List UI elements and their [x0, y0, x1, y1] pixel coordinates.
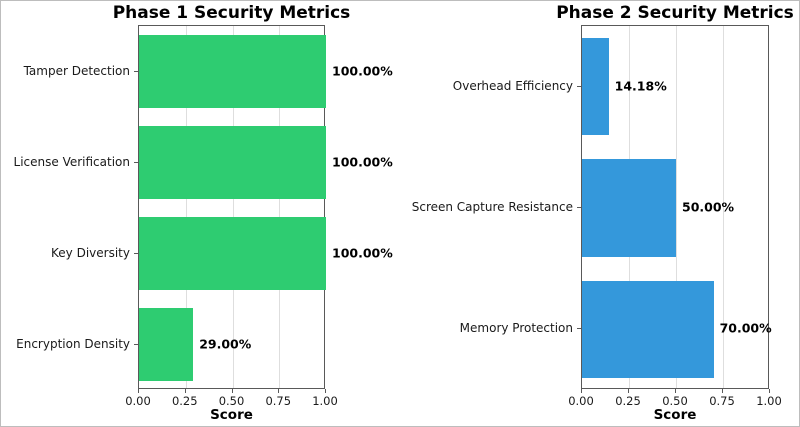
category-label: Memory Protection	[459, 321, 573, 336]
phase1-x-axis-label: Score	[210, 407, 253, 423]
gridline	[232, 26, 234, 388]
y-tick-mark	[134, 343, 138, 345]
x-tick-mark	[675, 389, 676, 393]
phase2-plot-area	[581, 25, 769, 389]
value-label: 100.00%	[332, 245, 393, 260]
x-tick-label: 0.75	[265, 394, 292, 408]
value-label: 70.00%	[719, 320, 772, 336]
y-tick-mark	[577, 85, 581, 87]
bar	[582, 159, 676, 257]
gridline	[185, 26, 187, 388]
value-label: 100.00%	[332, 63, 393, 78]
value-label: 29.00%	[199, 336, 252, 351]
category-label: Tamper Detection	[23, 63, 130, 78]
category-label: Encryption Density	[16, 336, 130, 351]
bar	[139, 35, 326, 108]
x-tick-mark	[325, 389, 326, 393]
phase2-chart-title: Phase 2 Security Metrics	[556, 3, 794, 23]
x-tick-mark	[722, 389, 723, 393]
bar	[582, 38, 609, 136]
y-tick-mark	[577, 207, 581, 208]
x-tick-mark	[581, 389, 582, 393]
category-label: Overhead Efficiency	[452, 78, 573, 93]
gridline	[279, 26, 281, 388]
x-tick-label: 0.25	[171, 394, 198, 408]
y-tick-mark	[134, 161, 138, 163]
x-tick-label: 1.00	[756, 394, 782, 408]
x-tick-label: 0.75	[709, 394, 735, 408]
bar	[139, 126, 326, 199]
category-label: License Verification	[13, 154, 130, 169]
x-tick-label: 0.00	[125, 394, 151, 408]
x-tick-label: 0.50	[218, 394, 245, 408]
x-tick-label: 0.00	[568, 394, 594, 408]
phase1-plot-area	[138, 25, 326, 389]
x-tick-mark	[628, 389, 629, 393]
x-tick-mark	[769, 389, 770, 393]
x-tick-label: 0.25	[615, 394, 641, 408]
x-tick-mark	[231, 389, 233, 393]
y-tick-mark	[577, 328, 581, 330]
bar	[582, 280, 714, 378]
value-label: 50.00%	[682, 199, 735, 215]
category-label: Key Diversity	[51, 245, 130, 260]
gridline	[723, 26, 724, 388]
bar	[139, 217, 326, 290]
value-label: 100.00%	[332, 154, 393, 169]
y-tick-mark	[134, 70, 138, 72]
x-tick-mark	[138, 389, 139, 393]
x-tick-label: 0.50	[662, 394, 688, 408]
x-tick-mark	[184, 389, 186, 393]
x-tick-mark	[278, 389, 280, 393]
value-label: 14.18%	[614, 78, 667, 94]
category-label: Screen Capture Resistance	[411, 200, 573, 214]
phase1-chart-title: Phase 1 Security Metrics	[112, 3, 351, 23]
phase2-x-axis-label: Score	[653, 407, 697, 423]
bar	[139, 308, 194, 381]
gridline	[676, 26, 677, 388]
y-tick-mark	[134, 252, 138, 254]
x-tick-label: 1.00	[312, 394, 338, 408]
